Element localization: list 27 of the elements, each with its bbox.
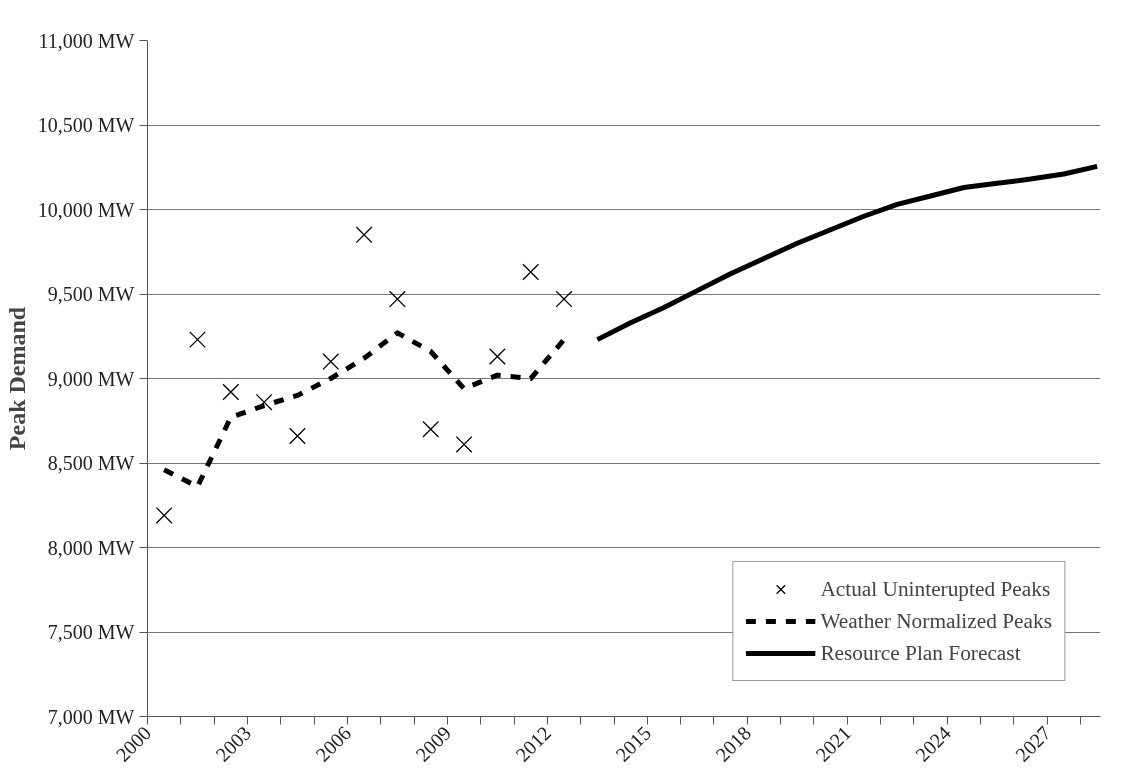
point <box>222 383 240 401</box>
point <box>422 420 440 438</box>
y-tick-label: 10,000 MW <box>37 198 135 221</box>
y-tick-label: 8,000 MW <box>47 536 135 559</box>
point <box>155 506 173 524</box>
legend-label: Weather Normalized Peaks <box>820 608 1052 634</box>
point <box>289 427 306 445</box>
point <box>388 290 406 308</box>
y-tick-label: 9,000 MW <box>47 367 135 390</box>
y-axis-title: Peak Demand <box>3 306 30 451</box>
y-tick-label: 10,500 MW <box>37 114 135 136</box>
legend-label: Resource Plan Forecast <box>820 640 1021 666</box>
y-tick-label: 8,500 MW <box>47 452 135 474</box>
point <box>355 226 373 244</box>
point <box>322 353 340 371</box>
point <box>522 263 540 281</box>
y-tick-label: 9,500 MW <box>47 283 135 305</box>
point <box>488 348 506 365</box>
point <box>555 290 573 308</box>
x-tick-label: 2021 <box>811 721 856 766</box>
point <box>255 393 273 411</box>
point <box>455 435 473 453</box>
y-tick-label: 7,500 MW <box>47 621 135 643</box>
legend-label: Actual Uninterupted Peaks <box>820 576 1051 602</box>
y-tick-label: 11,000 MW <box>38 29 135 52</box>
point <box>189 331 206 349</box>
y-tick-label: 7,000 MW <box>47 705 135 728</box>
